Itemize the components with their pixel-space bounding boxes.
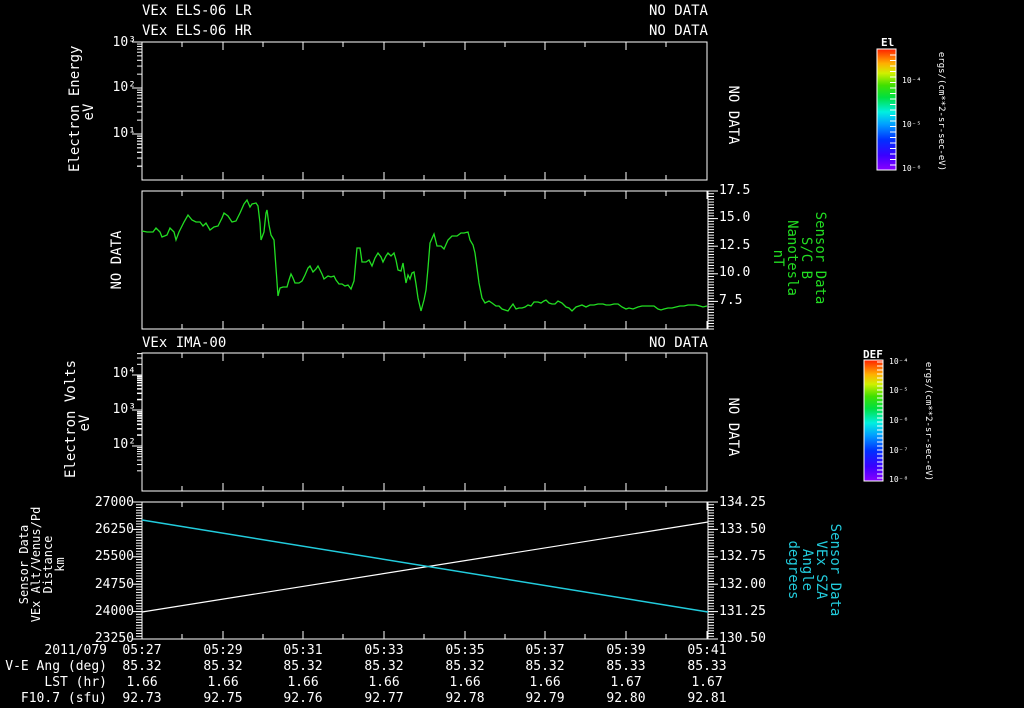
p4-ytick-left-5: 23250 [94, 631, 134, 646]
xaxis-ve-ang-cell: 85.32 [525, 659, 565, 674]
p3-ytick-10000: 10⁴ [112, 366, 136, 381]
xaxis-times-cell: 05:29 [203, 643, 243, 658]
p4-ytick-left-3: 24750 [94, 577, 134, 592]
xaxis-lst-cell: 1.66 [287, 675, 319, 690]
xaxis-times-cell: 05:39 [606, 643, 646, 658]
p4-ytick-right-5: 130.50 [719, 631, 766, 646]
p4-ytick-right-0: 134.25 [719, 495, 766, 510]
p4-ytick-left-1: 26250 [94, 522, 134, 537]
def-tick-4: 10⁻⁷ [889, 446, 909, 455]
el-colorbar-title: El [881, 36, 895, 49]
panel2-nodata: NO DATA [109, 230, 125, 290]
panel1-status-lr: NO DATA [648, 3, 708, 19]
xaxis-ve-ang-cell: 85.32 [203, 659, 243, 674]
distance-line [141, 521, 709, 613]
xaxis-times-cell: 05:33 [364, 643, 404, 658]
xaxis-lst-cell: 1.66 [368, 675, 400, 690]
def-colorbar-units: ergs/(cm**2-sr-sec-eV) [923, 361, 933, 482]
panel2-ylabel: Sensor Data S/C B Nanotesla nT [770, 211, 828, 305]
def-tick-3: 10⁻⁶ [889, 416, 909, 425]
el-colorbar-units: ergs/(cm**2-sr-sec-eV) [936, 51, 946, 172]
panel4-frame [132, 501, 718, 640]
panel1-frame [132, 41, 708, 181]
panel1-title-hr: VEx ELS-06 HR [142, 23, 252, 39]
panel3-title: VEx IMA-00 [142, 335, 227, 351]
xaxis-lst-cell: 1.66 [449, 675, 481, 690]
xaxis-f107-cell: 92.81 [687, 691, 727, 706]
p4-ytick-left-4: 24000 [94, 604, 134, 619]
panel4-ylabel-right: Sensor Data VEx SZA Angle degrees [785, 523, 843, 617]
panel1-ylabel: Electron Energy eV [67, 45, 97, 172]
p4-ytick-right-3: 132.00 [719, 577, 766, 592]
xaxis-lst-cell: 1.66 [207, 675, 239, 690]
xaxis-ve-ang-cell: 85.32 [445, 659, 485, 674]
sza-line [141, 519, 709, 613]
row-label-date: 2011/079 [44, 643, 107, 658]
p4-ytick-left-0: 27000 [94, 495, 134, 510]
xaxis-ve-ang-cell: 85.33 [606, 659, 646, 674]
el-tick-3: 10⁻⁶ [902, 164, 922, 173]
def-tick-1: 10⁻⁴ [889, 357, 909, 366]
xaxis-lst-cell: 1.66 [126, 675, 158, 690]
row-label-lst: LST (hr) [44, 675, 107, 690]
xaxis-ve-ang-cell: 85.32 [283, 659, 323, 674]
p4-ytick-right-1: 133.50 [719, 522, 766, 537]
p3-ytick-100: 10² [112, 437, 136, 452]
panel2-frame [141, 190, 718, 330]
xaxis-lst-cell: 1.67 [610, 675, 642, 690]
xaxis-f107-cell: 92.79 [525, 691, 565, 706]
xaxis-f107-cell: 92.80 [606, 691, 646, 706]
p4-ytick-right-2: 132.75 [719, 549, 766, 564]
def-tick-5: 10⁻⁸ [889, 475, 909, 484]
panel1-status-hr: NO DATA [648, 23, 708, 39]
xaxis-f107-cell: 92.77 [364, 691, 404, 706]
p2-ytick-15.0: 15.0 [719, 210, 751, 225]
row-label-f107: F10.7 (sfu) [20, 691, 107, 706]
p3-ytick-1000: 10³ [112, 402, 136, 417]
def-tick-2: 10⁻⁵ [889, 386, 909, 395]
p4-ytick-left-2: 25500 [94, 549, 134, 564]
xaxis-times-cell: 05:37 [525, 643, 565, 658]
xaxis-lst-cell: 1.67 [691, 675, 723, 690]
panel1-nodata: NO DATA [725, 85, 741, 145]
xaxis-lst-cell: 1.66 [529, 675, 561, 690]
panel4-ylabel-left: Sensor Data VEx Alt/Venus/Pd Distance km [17, 506, 67, 623]
xaxis-times-cell: 05:35 [445, 643, 485, 658]
panel3-ylabel: Electron Volts eV [63, 359, 93, 478]
xaxis-ve-ang-cell: 85.32 [122, 659, 162, 674]
p2-ytick-7.5: 7.5 [719, 293, 743, 308]
panel3-frame [132, 352, 708, 492]
p4-ytick-right-4: 131.25 [719, 604, 766, 619]
xaxis-f107-cell: 92.73 [122, 691, 162, 706]
xaxis-times-cell: 05:27 [122, 643, 162, 658]
p2-ytick-10.0: 10.0 [719, 265, 751, 280]
xaxis-times-cell: 05:31 [283, 643, 323, 658]
xaxis-f107-cell: 92.75 [203, 691, 243, 706]
panel3-nodata: NO DATA [725, 397, 741, 457]
p1-ytick-10: 10¹ [112, 126, 136, 141]
def-colorbar-title: DEF [863, 348, 883, 361]
row-label-ve-ang: V-E Ang (deg) [5, 659, 107, 674]
panel1-title-lr: VEx ELS-06 LR [142, 3, 252, 19]
panel3-status: NO DATA [648, 335, 708, 351]
magnetic-field-line [141, 198, 708, 312]
xaxis-f107-cell: 92.78 [445, 691, 485, 706]
xaxis-ve-ang-cell: 85.33 [687, 659, 727, 674]
p1-ytick-100: 10² [112, 80, 136, 95]
p1-ytick-1000: 10³ [112, 35, 136, 50]
el-tick-2: 10⁻⁵ [902, 120, 922, 129]
xaxis-f107-cell: 92.76 [283, 691, 323, 706]
xaxis-ve-ang-cell: 85.32 [364, 659, 404, 674]
p2-ytick-12.5: 12.5 [719, 238, 751, 253]
p2-ytick-17.5: 17.5 [719, 183, 751, 198]
xaxis-times-cell: 05:41 [687, 643, 727, 658]
el-tick-1: 10⁻⁴ [902, 76, 922, 85]
